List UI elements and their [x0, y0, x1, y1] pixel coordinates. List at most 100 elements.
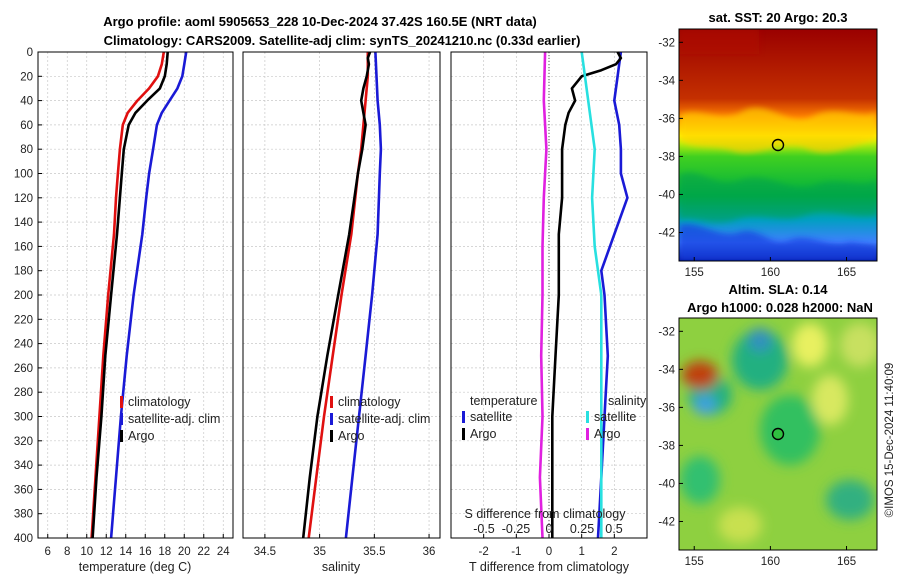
x-tick-label: 6 — [45, 546, 51, 558]
sst-map-title: sat. SST: 20 Argo: 20.3 — [709, 10, 848, 25]
y-tick-label: 280 — [14, 387, 33, 399]
map-y-tick-label: -42 — [658, 516, 675, 528]
legend-satellite: satellite-adj. clim — [338, 412, 430, 426]
salinity-legend: climatology satellite-adj. clim Argo — [330, 395, 430, 443]
x-tick-label: 12 — [100, 546, 113, 558]
map-y-tick-label: -34 — [658, 364, 675, 376]
y-tick-label: 160 — [14, 241, 33, 253]
difference-xlabel: T difference from climatology — [469, 560, 630, 574]
difference-legend: temperature satellite Argo salinity sate… — [462, 394, 647, 441]
series-s-satellite — [580, 51, 603, 538]
y-tick-label: 200 — [14, 290, 33, 302]
y-tick-label: 80 — [20, 144, 33, 156]
y-tick-label: 180 — [14, 266, 33, 278]
legend-swatch-t-argo — [462, 428, 465, 440]
y-tick-label: 340 — [14, 460, 33, 472]
map-y-tick-label: -40 — [658, 189, 675, 201]
y-tick-label: 400 — [14, 533, 33, 545]
y-tick-label: 40 — [20, 96, 33, 108]
legend-s-satellite: satellite — [594, 410, 636, 424]
sst-argo-marker — [771, 138, 785, 152]
map-x-tick-label: 165 — [837, 556, 856, 568]
legend-swatch-s-argo — [586, 428, 589, 440]
legend-swatch-climatology — [120, 396, 123, 408]
legend-swatch-climatology — [330, 396, 333, 408]
legend-argo: Argo — [338, 429, 364, 443]
legend-climatology: climatology — [128, 395, 191, 409]
map-y-tick-label: -40 — [658, 478, 675, 490]
legend-swatch-satellite — [330, 413, 333, 425]
salinity-panel: 34.5 35 35.5 36 salinity climatology satell… — [242, 51, 441, 574]
sst-map: sat. SST: 20 Argo: 20.3 155 160 165 -32 -34… — [658, 10, 878, 279]
map-y-tick-label: -32 — [658, 326, 675, 338]
x2tick-0: -0.5 — [473, 522, 495, 536]
map-y-tick-label: -32 — [658, 37, 675, 49]
title-line2: Climatology: CARS2009. Satellite-adj cli… — [104, 33, 581, 48]
map-x-tick-label: 155 — [685, 556, 704, 568]
legend-s-argo: Argo — [594, 427, 620, 441]
x-tick-label: 35 — [313, 546, 326, 558]
x-tick-label: 10 — [80, 546, 93, 558]
sla-field — [679, 318, 877, 550]
map-y-tick-label: -38 — [658, 151, 675, 163]
series-climatology — [90, 51, 166, 539]
y-tick-label: 140 — [14, 217, 33, 229]
y-tick-label: 260 — [14, 363, 33, 375]
x-tick-label: -1 — [511, 546, 521, 558]
y-tick-label: 360 — [14, 484, 33, 496]
y-tick-label: 60 — [20, 120, 33, 132]
difference-panel: -2 -1 0 1 2 T difference from climatology S … — [450, 51, 648, 574]
x-tick-label: 2 — [611, 546, 617, 558]
x-tick-label: 1 — [578, 546, 584, 558]
x-tick-label: 34.5 — [254, 546, 276, 558]
series-argo — [91, 51, 169, 539]
map-y-tick-label: -38 — [658, 440, 675, 452]
x2tick-1: -0.25 — [502, 522, 531, 536]
legend-swatch-s-satellite — [586, 411, 589, 423]
legend-temperature-title: temperature — [470, 394, 537, 408]
sla-map-title: Altim. SLA: 0.14 — [729, 282, 829, 297]
x-tick-label: 22 — [197, 546, 210, 558]
map-y-tick-label: -36 — [658, 402, 675, 414]
difference-x2label: S difference from climatology — [465, 507, 627, 521]
salinity-xlabel: salinity — [322, 560, 361, 574]
x-tick-label: 8 — [64, 546, 70, 558]
y-tick-label: 120 — [14, 193, 33, 205]
series-t-argo — [550, 51, 623, 538]
series-satellite-adj-clim — [344, 51, 383, 539]
legend-t-satellite: satellite — [470, 410, 512, 424]
y-tick-label: 240 — [14, 339, 33, 351]
x-tick-label: 16 — [139, 546, 152, 558]
y-tick-label: 0 — [27, 47, 33, 59]
sst-field — [679, 29, 877, 261]
map-x-tick-label: 160 — [761, 267, 780, 279]
y-tick-label: 320 — [14, 436, 33, 448]
x-tick-label: 0 — [546, 546, 552, 558]
temperature-panel: 6 8 10 12 14 16 18 20 22 24 0 20 40 60 80 100 120 140 160… — [14, 47, 234, 574]
map-y-tick-label: -36 — [658, 113, 675, 125]
legend-salinity-title: salinity — [608, 394, 647, 408]
x-tick-label: 20 — [178, 546, 191, 558]
legend-swatch-satellite — [120, 413, 123, 425]
x2tick-4: 0.5 — [605, 522, 622, 536]
sla-argo-marker — [771, 427, 785, 441]
x-tick-label: 14 — [119, 546, 132, 558]
x-tick-label: 36 — [423, 546, 436, 558]
temperature-xlabel: temperature (deg C) — [79, 560, 192, 574]
y-tick-label: 380 — [14, 509, 33, 521]
legend-satellite: satellite-adj. clim — [128, 412, 220, 426]
title-line1: Argo profile: aoml 5905653_228 10-Dec-20… — [103, 14, 537, 29]
x2tick-2: 0 — [546, 522, 553, 536]
sla-map-subtitle: Argo h1000: 0.028 h2000: NaN — [687, 300, 873, 315]
y-tick-label: 220 — [14, 314, 33, 326]
y-tick-label: 20 — [20, 71, 33, 83]
legend-swatch-t-satellite — [462, 411, 465, 423]
legend-t-argo: Argo — [470, 427, 496, 441]
map-x-tick-label: 155 — [685, 267, 704, 279]
series-s-argo — [538, 51, 548, 539]
legend-argo: Argo — [128, 429, 154, 443]
temperature-legend: climatology satellite-adj. clim Argo — [120, 395, 220, 443]
map-y-tick-label: -34 — [658, 75, 675, 87]
map-x-tick-label: 165 — [837, 267, 856, 279]
